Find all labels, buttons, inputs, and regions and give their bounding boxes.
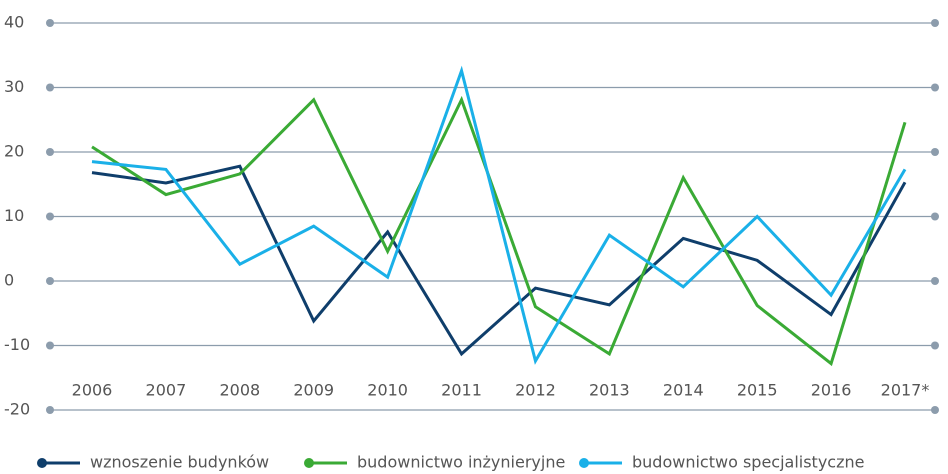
y-tick-label: 20 bbox=[4, 142, 24, 161]
y-tick-label: -10 bbox=[4, 335, 30, 354]
x-tick-label: 2009 bbox=[293, 381, 334, 400]
grid-dot bbox=[931, 148, 939, 156]
grid-dot bbox=[931, 277, 939, 285]
grid-dot bbox=[931, 83, 939, 92]
data-line bbox=[91, 65, 907, 365]
data-line bbox=[91, 95, 907, 367]
x-tick-label: 2012 bbox=[515, 381, 556, 400]
x-tick-label: 2011 bbox=[441, 381, 482, 400]
legend-dot bbox=[37, 458, 47, 468]
y-tick-label: 40 bbox=[4, 13, 24, 32]
x-tick-label: 2010 bbox=[367, 381, 408, 400]
x-tick-label: 2013 bbox=[589, 381, 630, 400]
grid-dot bbox=[46, 406, 54, 414]
y-tick-label: 30 bbox=[4, 77, 24, 96]
grid-dot bbox=[46, 212, 54, 221]
y-tick-label: 10 bbox=[4, 206, 24, 225]
grid-dot bbox=[931, 19, 939, 27]
grid-dot bbox=[46, 277, 54, 285]
x-tick-label: 2008 bbox=[219, 381, 260, 400]
x-tick-label: 2014 bbox=[663, 381, 704, 400]
y-tick-label: -20 bbox=[4, 400, 30, 419]
legend-label: wznoszenie budynków bbox=[90, 453, 269, 472]
grid-dot bbox=[46, 341, 54, 350]
x-tick-label: 2006 bbox=[72, 381, 113, 400]
legend-dot bbox=[304, 458, 314, 468]
grid-dot bbox=[931, 212, 939, 221]
grid-dot bbox=[46, 148, 54, 156]
grid-dot bbox=[46, 83, 54, 92]
x-tick-label: 2015 bbox=[737, 381, 778, 400]
grid-dot bbox=[931, 406, 939, 414]
legend-label: budownictwo specjalistyczne bbox=[632, 453, 864, 472]
legend-label: budownictwo inżynieryjne bbox=[357, 453, 565, 472]
legend-dot bbox=[579, 458, 589, 468]
data-line bbox=[91, 164, 907, 357]
grid-dot bbox=[931, 341, 939, 350]
x-tick-label: 2017* bbox=[881, 381, 930, 400]
grid-dot bbox=[46, 19, 54, 27]
y-tick-label: 0 bbox=[4, 271, 14, 290]
x-tick-label: 2016 bbox=[811, 381, 852, 400]
x-tick-label: 2007 bbox=[146, 381, 187, 400]
